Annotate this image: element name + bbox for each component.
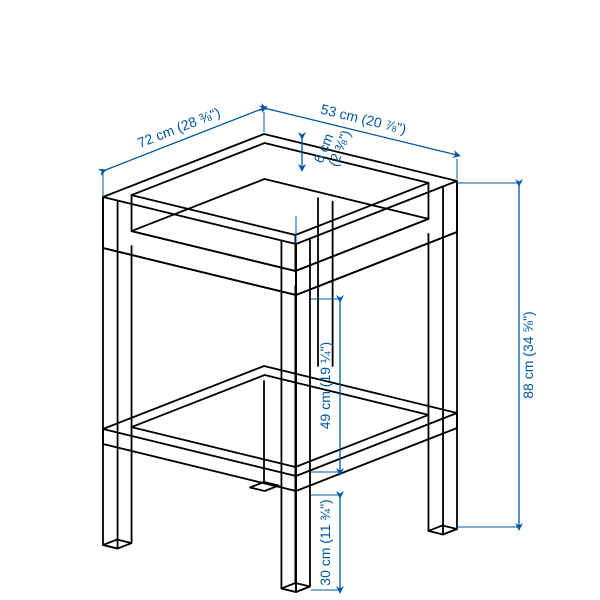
dim-depth: 53 cm (20 ⅞") <box>319 101 408 137</box>
dim-shelf-gap: 49 cm (19 ¼") <box>317 342 333 429</box>
dimension-diagram: 72 cm (28 ⅜")53 cm (20 ⅞")6 cm(2 ⅜")49 c… <box>0 0 600 600</box>
dim-total-height: 88 cm (34 ⅝") <box>520 311 536 398</box>
dim-width: 72 cm (28 ⅜") <box>135 104 222 151</box>
dim-floor-clear: 30 cm (11 ¾") <box>317 499 333 585</box>
